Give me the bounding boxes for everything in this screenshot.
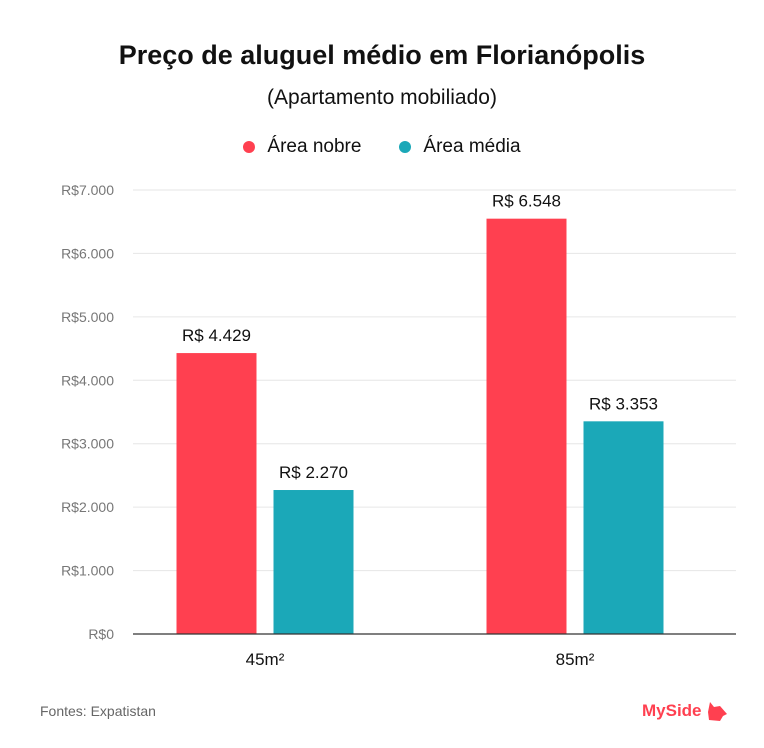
bar	[273, 490, 354, 634]
legend-swatch	[243, 141, 256, 153]
myside-logo: MySide	[642, 700, 728, 722]
dog-head-icon	[707, 702, 727, 721]
legend-item-area-nobre: Área nobre	[243, 136, 361, 158]
y-tick-label: R$2.000	[61, 499, 114, 515]
x-tick-label: 85m²	[556, 650, 595, 669]
bar	[583, 421, 664, 634]
y-tick-label: R$4.000	[61, 372, 114, 388]
y-tick-label: R$0	[88, 626, 114, 642]
chart-subtitle: (Apartamento mobiliado)	[267, 86, 497, 109]
legend-label: Área nobre	[267, 136, 362, 157]
legend-label: Área média	[423, 136, 521, 157]
y-tick-label: R$1.000	[61, 563, 114, 579]
chart-title: Preço de aluguel médio em Florianópolis	[118, 40, 646, 70]
source-note: Fontes: Expatistan	[40, 703, 156, 719]
data-label: R$ 6.548	[492, 192, 561, 211]
legend-swatch	[399, 141, 412, 153]
data-label: R$ 4.429	[182, 326, 251, 345]
y-tick-label: R$6.000	[61, 245, 114, 261]
bar-chart: R$0 R$1.000 R$2.000 R$3.000 R$4.000 R$5.000 R$…	[61, 182, 736, 669]
bar	[486, 218, 567, 634]
bar	[176, 353, 257, 634]
legend: Área nobre Área média	[0, 136, 764, 158]
y-tick-label: R$7.000	[61, 182, 114, 198]
logo-text: MySide	[642, 701, 702, 720]
data-label: R$ 2.270	[279, 463, 348, 482]
legend-item-area-media: Área média	[399, 136, 521, 158]
y-tick-label: R$3.000	[61, 436, 114, 452]
y-tick-label: R$5.000	[61, 309, 114, 325]
x-tick-label: 45m²	[246, 650, 285, 669]
data-label: R$ 3.353	[589, 394, 658, 413]
